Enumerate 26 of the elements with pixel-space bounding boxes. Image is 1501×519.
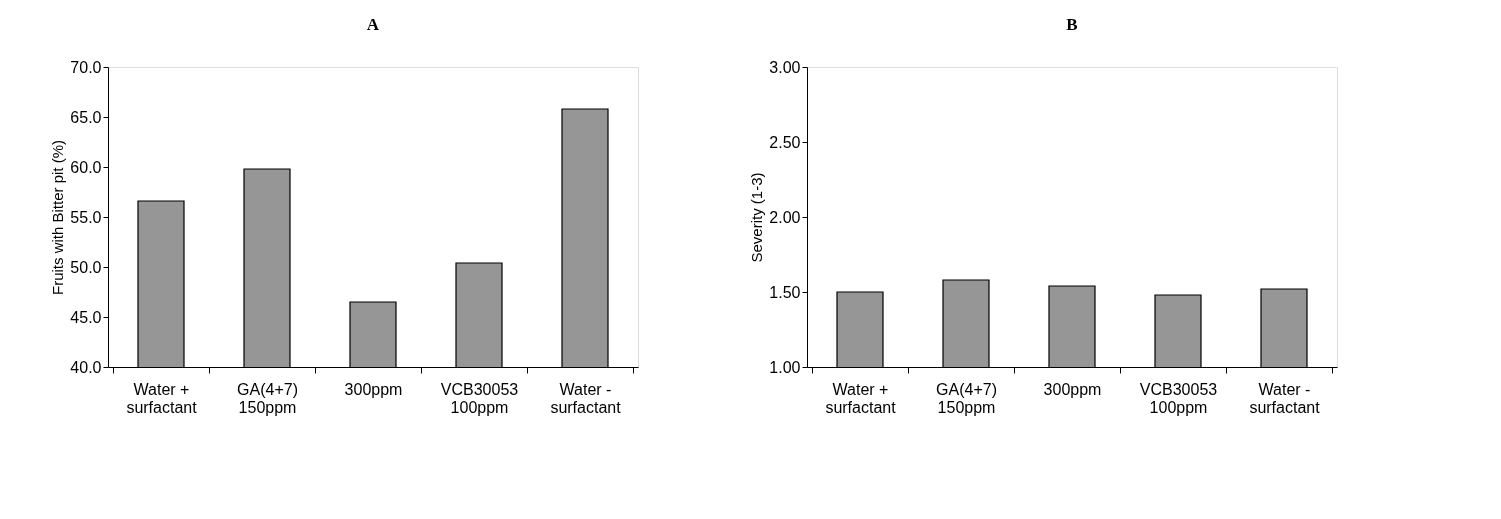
y-tick-label: 1.00 (769, 358, 801, 376)
x-tick-label: 300ppm (1043, 380, 1102, 398)
y-tick-label: 55.0 (70, 208, 102, 226)
x-tick-label: Water + surfactant (126, 380, 198, 416)
chart-title: B (1066, 15, 1078, 34)
x-tick-label: VCB30053 100ppm (440, 380, 519, 416)
y-tick-label: 60.0 (70, 158, 102, 176)
x-tick-label: GA(4+7) 150ppm (237, 380, 298, 416)
y-axis-title: Fruits with Bitter pit (%) (49, 139, 67, 296)
y-tick-label: 40.0 (70, 358, 102, 376)
y-tick-label: 45.0 (70, 308, 102, 326)
y-tick-label: 2.50 (769, 133, 801, 151)
y-tick-label: 70.0 (70, 58, 102, 76)
y-tick-label: 65.0 (70, 108, 102, 126)
x-tick-label: VCB30053 100ppm (1139, 380, 1218, 416)
y-tick-label: 3.00 (769, 58, 801, 76)
x-tick-label: Water - surfactant (1249, 380, 1321, 416)
x-tick-label: Water + surfactant (825, 380, 897, 416)
x-tick-label: 300ppm (344, 380, 403, 398)
y-tick-label: 50.0 (70, 258, 102, 276)
y-tick-label: 2.00 (769, 208, 801, 226)
x-tick-label: GA(4+7) 150ppm (936, 380, 997, 416)
y-tick-label: 1.50 (769, 283, 801, 301)
chart-title: A (366, 15, 380, 34)
y-axis-title: Severity (1-3) (748, 172, 766, 263)
x-tick-label: Water - surfactant (550, 380, 622, 416)
